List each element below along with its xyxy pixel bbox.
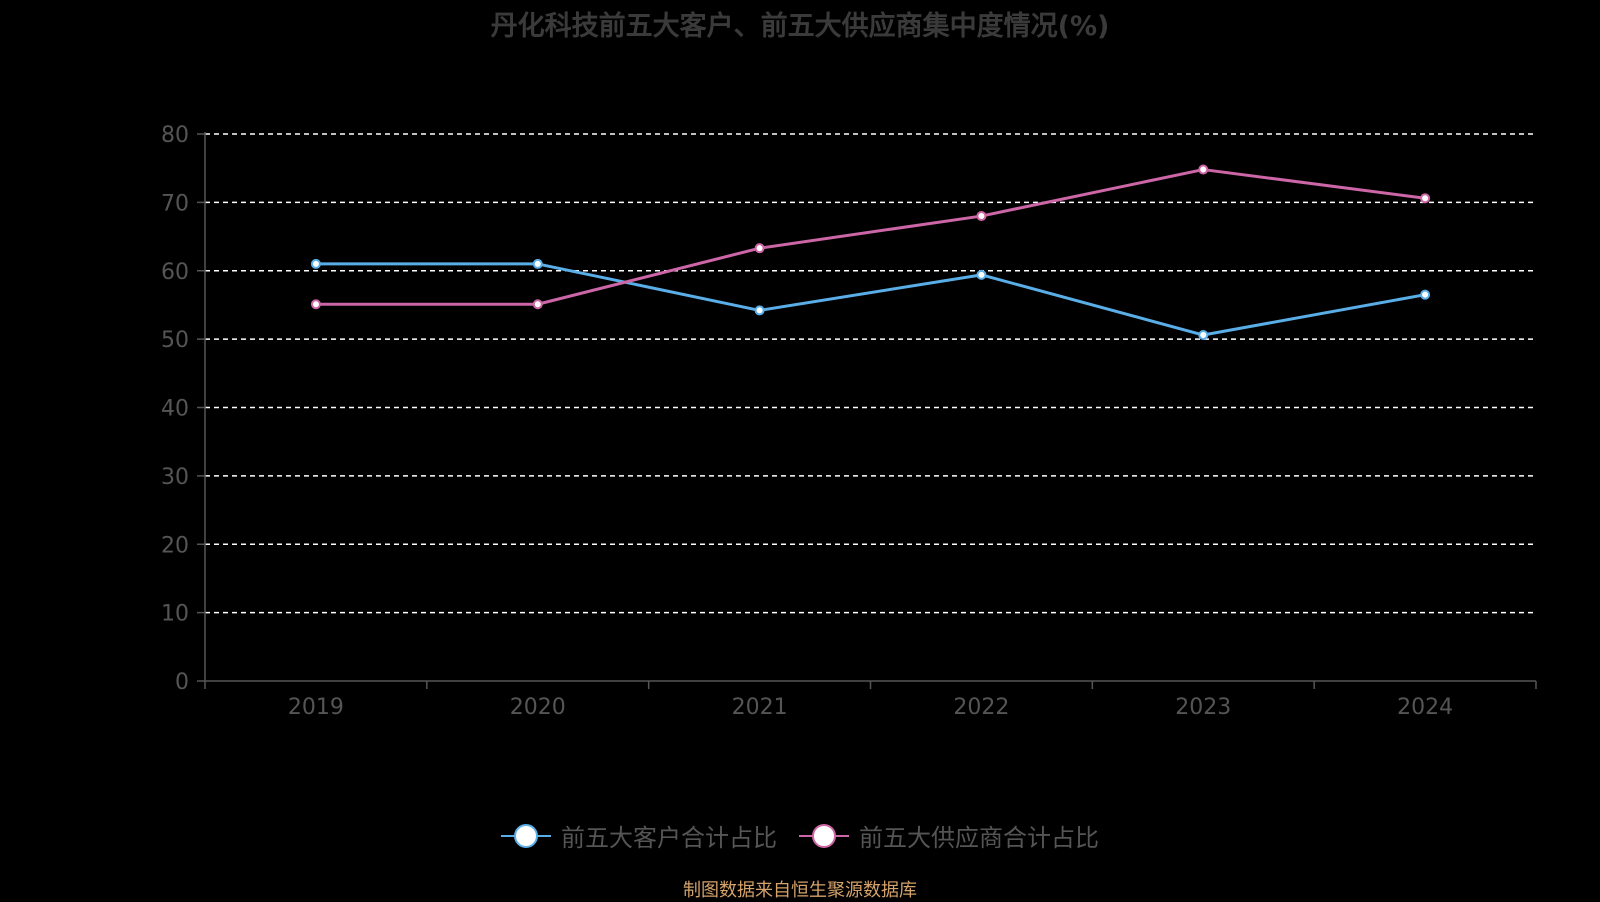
legend-label: 前五大客户合计占比 bbox=[561, 824, 777, 852]
x-tick-label: 2023 bbox=[1175, 695, 1231, 720]
series-lines bbox=[310, 164, 1431, 341]
y-tick-label: 40 bbox=[161, 397, 189, 422]
data-point bbox=[1420, 193, 1431, 204]
y-tick-label: 60 bbox=[161, 260, 189, 285]
legend-item-2[interactable]: 前五大供应商合计占比 bbox=[799, 818, 1099, 853]
data-point bbox=[310, 258, 321, 269]
series-line-2 bbox=[315, 168, 1426, 306]
y-tick-label: 80 bbox=[161, 123, 189, 148]
data-point bbox=[754, 305, 765, 316]
legend-marker-icon bbox=[799, 823, 849, 848]
legend: 前五大客户合计占比 前五大供应商合计占比 bbox=[0, 818, 1600, 853]
x-tick-label: 2021 bbox=[732, 695, 788, 720]
data-point bbox=[1420, 289, 1431, 300]
data-point bbox=[754, 243, 765, 254]
chart-title: 丹化科技前五大客户、前五大供应商集中度情况(%) bbox=[490, 11, 1110, 42]
data-point bbox=[310, 299, 321, 310]
y-tick-label: 50 bbox=[161, 328, 189, 353]
data-point bbox=[976, 269, 987, 280]
grid-lines bbox=[205, 133, 1536, 614]
y-tick-label: 70 bbox=[161, 191, 189, 216]
data-point bbox=[1198, 164, 1209, 175]
x-tick-label: 2019 bbox=[288, 695, 344, 720]
data-point bbox=[532, 258, 543, 269]
y-tick-label: 10 bbox=[161, 602, 189, 627]
source-note: 制图数据来自恒生聚源数据库 bbox=[683, 880, 917, 901]
data-point bbox=[976, 211, 987, 222]
legend-label: 前五大供应商合计占比 bbox=[859, 824, 1099, 852]
series-line-1 bbox=[315, 262, 1426, 337]
legend-item-1[interactable]: 前五大客户合计占比 bbox=[501, 818, 777, 853]
x-tick-label: 2020 bbox=[510, 695, 566, 720]
y-tick-label: 30 bbox=[161, 465, 189, 490]
data-point bbox=[532, 299, 543, 310]
x-tick-label: 2024 bbox=[1397, 695, 1453, 720]
y-tick-label: 0 bbox=[175, 670, 189, 695]
y-tick-label: 20 bbox=[161, 533, 189, 558]
axes: 0 10 20 30 40 50 60 70 80 2019 2020 2021 2022 2023 202… bbox=[161, 123, 1537, 720]
x-tick-label: 2022 bbox=[953, 695, 1009, 720]
data-point bbox=[1198, 330, 1209, 341]
legend-marker-icon bbox=[501, 823, 551, 848]
